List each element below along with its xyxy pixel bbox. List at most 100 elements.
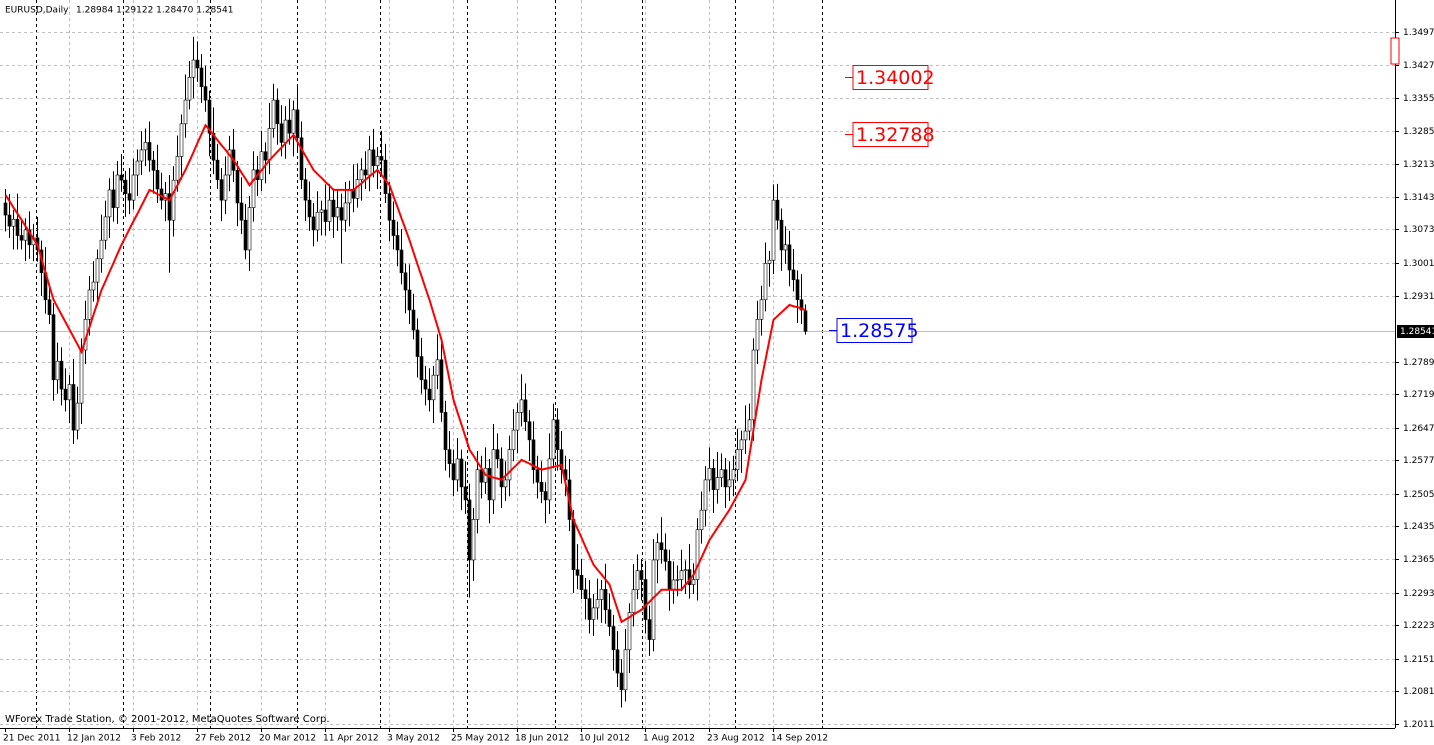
x-tick-label: 11 Apr 2012: [323, 734, 379, 744]
candle-body: [711, 467, 716, 490]
candle-body: [11, 218, 16, 227]
candle-body: [735, 449, 740, 470]
candle-body: [747, 419, 752, 432]
candle-body: [267, 128, 272, 161]
candle-body: [615, 649, 620, 674]
candle-body: [707, 467, 712, 481]
candle-body: [299, 137, 304, 180]
candle-body: [415, 329, 420, 357]
candle-body: [575, 569, 580, 576]
object-fragment: [1390, 37, 1400, 65]
candle-body: [791, 269, 796, 281]
candle-body: [383, 159, 388, 194]
y-tick-label: 1.20810: [1403, 687, 1434, 697]
candle-body: [639, 570, 644, 580]
candle-body: [727, 479, 732, 488]
x-tick-label: 21 Dec 2011: [3, 734, 61, 744]
annotation-box: [836, 318, 913, 343]
x-tick-label: 20 Mar 2012: [259, 734, 316, 744]
candle-body: [635, 570, 640, 591]
y-tick-label: 1.31430: [1403, 193, 1434, 203]
candle-body: [527, 421, 532, 441]
candle-body: [323, 209, 328, 222]
candle-body: [427, 388, 432, 401]
candle-body: [695, 529, 700, 580]
candle-body: [803, 310, 808, 332]
candle-body: [23, 229, 28, 241]
y-tick-label: 1.34970: [1403, 28, 1434, 38]
candle-body: [683, 569, 688, 571]
x-tick-label: 1 Aug 2012: [643, 734, 695, 744]
candle-body: [91, 281, 96, 291]
candle-body: [691, 579, 696, 585]
candle-body: [555, 419, 560, 450]
candle-body: [59, 360, 64, 390]
candle-body: [111, 189, 116, 208]
candle-body: [471, 519, 476, 561]
candle-body: [767, 259, 772, 264]
y-tick-label: 1.30010: [1403, 259, 1434, 269]
candle-body: [303, 179, 308, 201]
candle-body: [291, 109, 296, 134]
x-tick-label: 23 Aug 2012: [707, 734, 765, 744]
candle-body: [367, 149, 372, 176]
y-tick-label: 1.26470: [1403, 424, 1434, 434]
candle-body: [731, 469, 736, 481]
candle-body: [67, 384, 72, 401]
candle-body: [467, 499, 472, 561]
candle-body: [219, 179, 224, 201]
candle-body: [671, 579, 676, 591]
candle-body: [123, 179, 128, 194]
y-tick-label: 1.27190: [1403, 390, 1434, 400]
candle-body: [475, 469, 480, 520]
candle-body: [423, 379, 428, 390]
candle-body: [119, 174, 124, 181]
candle-body: [335, 207, 340, 218]
candle-body: [447, 449, 452, 464]
candle-body: [779, 219, 784, 251]
candle-body: [603, 588, 608, 611]
moving-average: [4, 123, 806, 624]
candle-body: [723, 469, 728, 488]
candle-body: [787, 244, 792, 271]
y-tick-label: 1.33550: [1403, 94, 1434, 104]
candle-body: [435, 359, 440, 376]
candle-body: [395, 235, 400, 251]
x-tick-label: 3 May 2012: [387, 734, 440, 744]
candle-body: [399, 249, 404, 274]
candle-body: [199, 67, 204, 87]
candle-body: [783, 244, 788, 251]
candle-body: [455, 458, 460, 481]
candle-body: [191, 59, 196, 78]
x-tick-label: 3 Feb 2012: [131, 734, 181, 744]
candle-body: [419, 356, 424, 381]
candle-body: [595, 599, 600, 609]
current-price-label: 1.28541: [1400, 327, 1434, 337]
candle-body: [799, 299, 804, 311]
candle-body: [647, 619, 652, 640]
candle-body: [187, 76, 192, 101]
candle-body: [775, 199, 780, 221]
candle-body: [211, 132, 216, 161]
candle-body: [535, 469, 540, 483]
x-tick-label: 14 Sep 2012: [771, 734, 828, 744]
candle-body: [751, 349, 756, 421]
candle-body: [459, 458, 464, 488]
candle-body: [143, 142, 148, 151]
candle-body: [331, 199, 336, 218]
candle-body: [151, 159, 156, 171]
candle-body: [319, 209, 324, 213]
candle-body: [15, 218, 20, 236]
candle-body: [547, 458, 552, 501]
candle-body: [755, 319, 760, 351]
candle-body: [139, 149, 144, 162]
candle-body: [379, 156, 384, 161]
y-tick-label: 1.32130: [1403, 160, 1434, 170]
candle-body: [207, 99, 212, 134]
candle-body: [167, 193, 172, 221]
candle-body: [55, 360, 60, 381]
candle-body: [519, 399, 524, 413]
chart-title: EURUSD,Daily: [5, 6, 69, 16]
y-tick-label: 1.25050: [1403, 490, 1434, 500]
candle-body: [3, 202, 8, 216]
